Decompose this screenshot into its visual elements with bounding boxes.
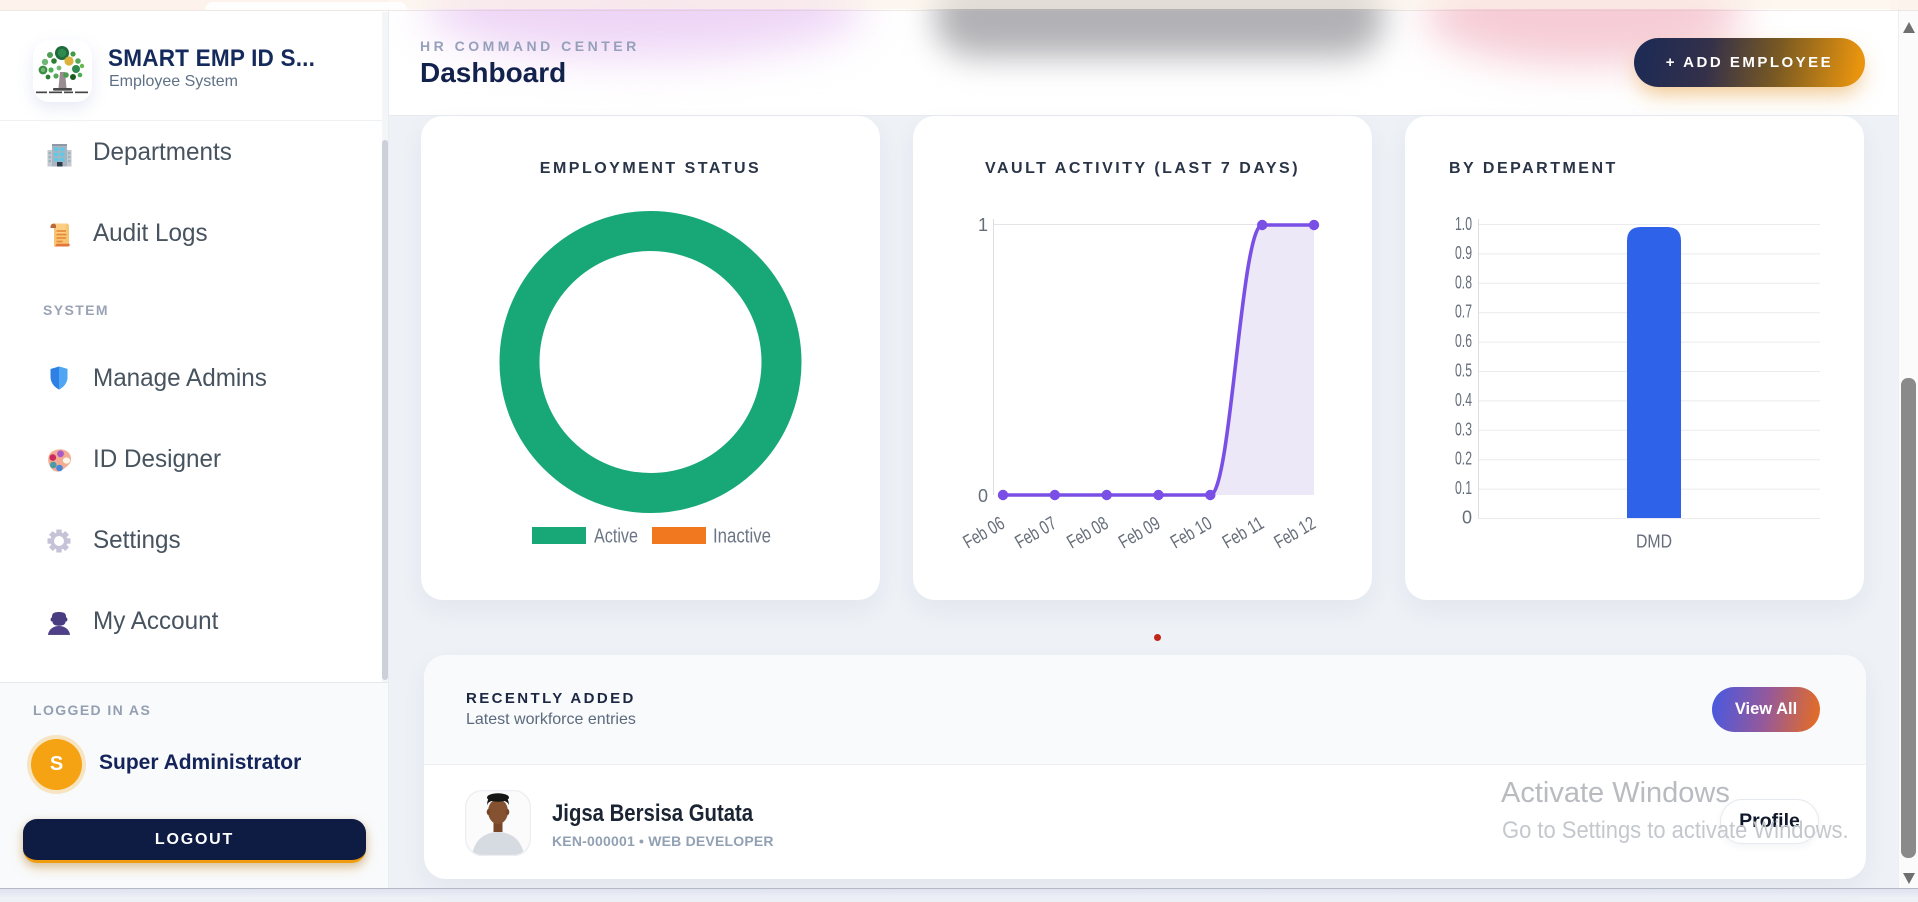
svg-text:0.2: 0.2	[1455, 449, 1472, 469]
svg-text:0: 0	[1462, 508, 1472, 528]
svg-text:Feb 09: Feb 09	[1115, 513, 1164, 553]
svg-text:Feb 08: Feb 08	[1064, 513, 1113, 553]
svg-text:0.5: 0.5	[1455, 361, 1472, 381]
svg-text:Feb 11: Feb 11	[1219, 513, 1268, 553]
svg-text:Feb 06: Feb 06	[960, 513, 1009, 553]
svg-text:0.8: 0.8	[1455, 272, 1472, 292]
svg-text:0: 0	[978, 486, 988, 506]
svg-text:DMD: DMD	[1636, 531, 1672, 552]
svg-text:Feb 07: Feb 07	[1012, 513, 1061, 553]
svg-text:0.9: 0.9	[1455, 243, 1472, 263]
svg-text:0.7: 0.7	[1455, 302, 1472, 322]
svg-text:0.1: 0.1	[1455, 478, 1472, 498]
svg-text:1.0: 1.0	[1455, 214, 1472, 234]
svg-text:0.6: 0.6	[1455, 331, 1472, 351]
svg-text:Inactive: Inactive	[713, 526, 771, 548]
svg-text:0.3: 0.3	[1455, 419, 1472, 439]
svg-text:Feb 10: Feb 10	[1167, 513, 1216, 553]
svg-text:0.4: 0.4	[1455, 390, 1472, 410]
svg-text:Feb 12: Feb 12	[1271, 513, 1320, 553]
svg-text:1: 1	[978, 215, 988, 235]
svg-text:Active: Active	[594, 526, 638, 548]
